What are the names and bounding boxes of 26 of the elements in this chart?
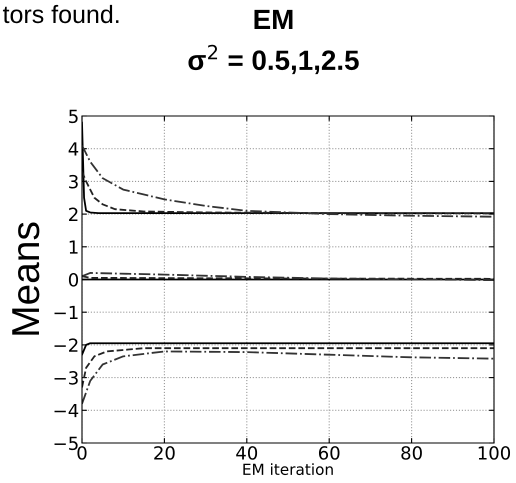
x-tick-label: 60 [318, 446, 340, 460]
y-tick-label: 1 [70, 240, 78, 254]
x-tick-label: 80 [401, 446, 422, 460]
y-tick-label: −2 [54, 338, 78, 352]
y-tick-label: 0 [68, 272, 78, 287]
text: tors found. [2, 4, 118, 24]
y-tick-label: −4 [54, 404, 78, 418]
y-tick-label: 3 [69, 174, 78, 189]
line-series [82, 170, 494, 214]
line-series [82, 144, 494, 218]
y-tick-label: −5 [54, 436, 78, 450]
line-series [82, 347, 494, 388]
x-tick-label: 40 [236, 446, 258, 460]
y-tick-label: 2 [69, 208, 78, 221]
chart-title: EM [254, 10, 292, 29]
y-axis-title: Means [12, 222, 40, 335]
y-tick-label: −3 [54, 371, 78, 385]
x-tick-label: 100 [478, 446, 510, 460]
line-series [82, 350, 494, 405]
y-tick-label: −1 [54, 306, 78, 320]
chart-subtitle: σ$^{2}$ = 0.5,1,2.5 [188, 44, 359, 74]
x-axis-title: EM iteration [243, 463, 333, 476]
y-tick-label: 4 [68, 142, 78, 156]
line-series [82, 272, 494, 282]
x-tick-label: 20 [154, 446, 175, 460]
y-tick-label: 5 [69, 110, 78, 124]
